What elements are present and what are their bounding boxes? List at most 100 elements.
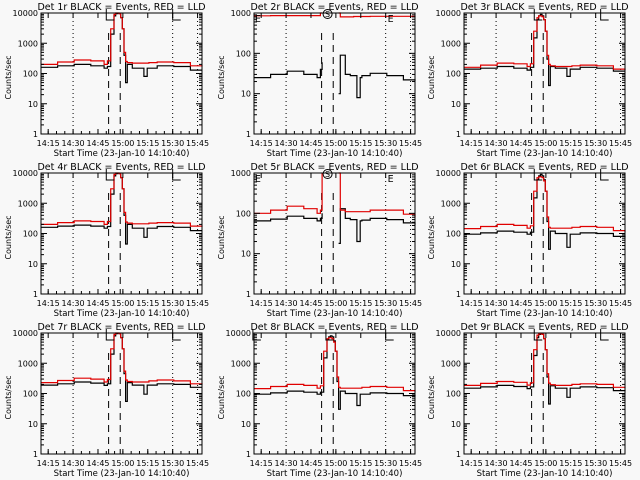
chart-title: Det 8r BLACK = Events, RED = LLD — [250, 322, 418, 333]
panel-det-1r: Det 1r BLACK = Events, RED = LLD 1 10 100 10… — [4, 2, 209, 159]
y-axis-label: Counts/sec — [217, 215, 226, 259]
x-tick-label: 14:30 — [485, 139, 508, 148]
y-axis-label: Counts/sec — [217, 375, 226, 419]
sun-marker-label: S — [325, 170, 330, 179]
x-tick-label: 14:15 — [460, 299, 483, 308]
y-tick-label: 10 — [241, 420, 251, 429]
sun-marker-icon — [322, 169, 333, 179]
y-tick-label: 10 — [28, 420, 38, 429]
x-axis-label: Start Time (23-Jan-10 14:10:40) — [477, 309, 613, 319]
y-axis-label: Counts/sec — [427, 375, 436, 419]
y-tick-label: 1 — [246, 130, 251, 139]
series-line-events — [41, 172, 202, 245]
e-marker-label: E — [255, 174, 261, 185]
chart-title: Det 5r BLACK = Events, RED = LLD — [250, 162, 418, 173]
series-line-events — [254, 54, 416, 99]
y-tick-label: 1000 — [18, 39, 38, 48]
x-tick-label: 15:00 — [324, 459, 347, 468]
y-tick-label: 100 — [23, 230, 38, 239]
x-tick-label: 15:00 — [324, 139, 347, 148]
x-tick-label: 14:45 — [299, 459, 322, 468]
plot-frame — [40, 172, 203, 295]
series-line-events — [41, 332, 202, 402]
y-tick-label: 10 — [451, 260, 461, 269]
x-tick-label: 14:15 — [37, 139, 60, 148]
panel-det-3r: Det 3r BLACK = Events, RED = LLD 1 10 100 10… — [427, 2, 632, 159]
x-axis-label: Start Time (23-Jan-10 14:10:40) — [267, 149, 403, 159]
x-tick-label: 15:45 — [399, 299, 422, 308]
series-line-events — [464, 333, 626, 405]
e-marker-label: E — [255, 14, 261, 25]
y-tick-label: 100 — [236, 49, 251, 58]
y-tick-label: 1 — [33, 290, 38, 299]
chart-title: Det 7r BLACK = Events, RED = LLD — [37, 322, 205, 333]
x-axis-label: Start Time (23-Jan-10 14:10:40) — [477, 149, 613, 159]
y-tick-label: 100 — [446, 70, 461, 79]
x-tick-label: 15:30 — [374, 459, 397, 468]
x-tick-label: 14:30 — [62, 139, 85, 148]
x-tick-label: 15:45 — [186, 139, 209, 148]
x-tick-label: 14:45 — [86, 139, 109, 148]
series-line-events — [464, 13, 625, 87]
y-tick-label: 100 — [446, 390, 461, 399]
series-line-events — [464, 173, 626, 250]
y-axis-label: Counts/sec — [427, 55, 436, 99]
y-tick-label: 1000 — [18, 359, 38, 368]
x-tick-label: 15:45 — [609, 459, 632, 468]
y-axis-label: Counts/sec — [427, 215, 436, 259]
y-tick-label: 1000 — [231, 359, 251, 368]
x-tick-label: 14:30 — [275, 459, 298, 468]
x-tick-label: 15:30 — [161, 459, 184, 468]
panel-det-4r: Det 4r BLACK = Events, RED = LLD 1 10 100 10… — [4, 162, 209, 319]
x-tick-label: 15:45 — [399, 459, 422, 468]
x-tick-label: 15:30 — [374, 139, 397, 148]
x-tick-label: 14:15 — [37, 299, 60, 308]
y-axis-label: Counts/sec — [4, 215, 13, 259]
plot-frame — [253, 172, 416, 295]
plot-frame — [463, 12, 626, 135]
y-tick-label: 10 — [241, 90, 251, 99]
panel-det-6r: Det 6r BLACK = Events, RED = LLD 1 10 100 10… — [427, 162, 632, 319]
y-tick-label: 1000 — [441, 199, 461, 208]
plot-frame — [253, 12, 416, 135]
e-marker-label: E — [388, 174, 394, 185]
x-tick-label: 14:15 — [460, 139, 483, 148]
y-tick-label: 10000 — [13, 329, 38, 338]
y-tick-label: 10000 — [13, 169, 38, 178]
x-tick-label: 14:45 — [86, 299, 109, 308]
x-tick-label: 15:00 — [534, 459, 557, 468]
y-tick-label: 10000 — [436, 169, 461, 178]
y-tick-label: 10000 — [226, 329, 251, 338]
panel-det-7r: Det 7r BLACK = Events, RED = LLD 1 10 100 10… — [4, 322, 209, 479]
x-tick-label: 14:30 — [485, 459, 508, 468]
y-tick-label: 10 — [28, 100, 38, 109]
series-line-lld — [464, 333, 626, 389]
x-axis-label: Start Time (23-Jan-10 14:10:40) — [267, 469, 403, 479]
y-tick-label: 1 — [456, 290, 461, 299]
x-axis-label: Start Time (23-Jan-10 14:10:40) — [54, 149, 190, 159]
series-line-lld — [41, 172, 203, 227]
series-line-lld — [41, 12, 203, 67]
chart-title: Det 9r BLACK = Events, RED = LLD — [460, 322, 628, 333]
x-tick-label: 14:15 — [250, 139, 273, 148]
x-tick-label: 15:00 — [534, 299, 557, 308]
x-tick-label: 14:30 — [275, 299, 298, 308]
series-line-lld — [464, 176, 626, 232]
x-tick-label: 14:30 — [275, 139, 298, 148]
x-tick-label: 14:45 — [86, 459, 109, 468]
x-tick-label: 14:30 — [485, 299, 508, 308]
series-line-lld — [254, 337, 416, 392]
series-line-lld — [464, 15, 626, 71]
chart-title: Det 3r BLACK = Events, RED = LLD — [460, 2, 628, 13]
y-tick-label: 1 — [33, 130, 38, 139]
y-tick-label: 1 — [456, 450, 461, 459]
x-tick-label: 14:30 — [62, 459, 85, 468]
y-tick-label: 10000 — [13, 9, 38, 18]
y-tick-label: 1 — [33, 450, 38, 459]
y-tick-label: 10 — [451, 100, 461, 109]
x-tick-label: 14:45 — [299, 299, 322, 308]
y-tick-label: 1000 — [18, 199, 38, 208]
series-line-events — [254, 208, 416, 244]
